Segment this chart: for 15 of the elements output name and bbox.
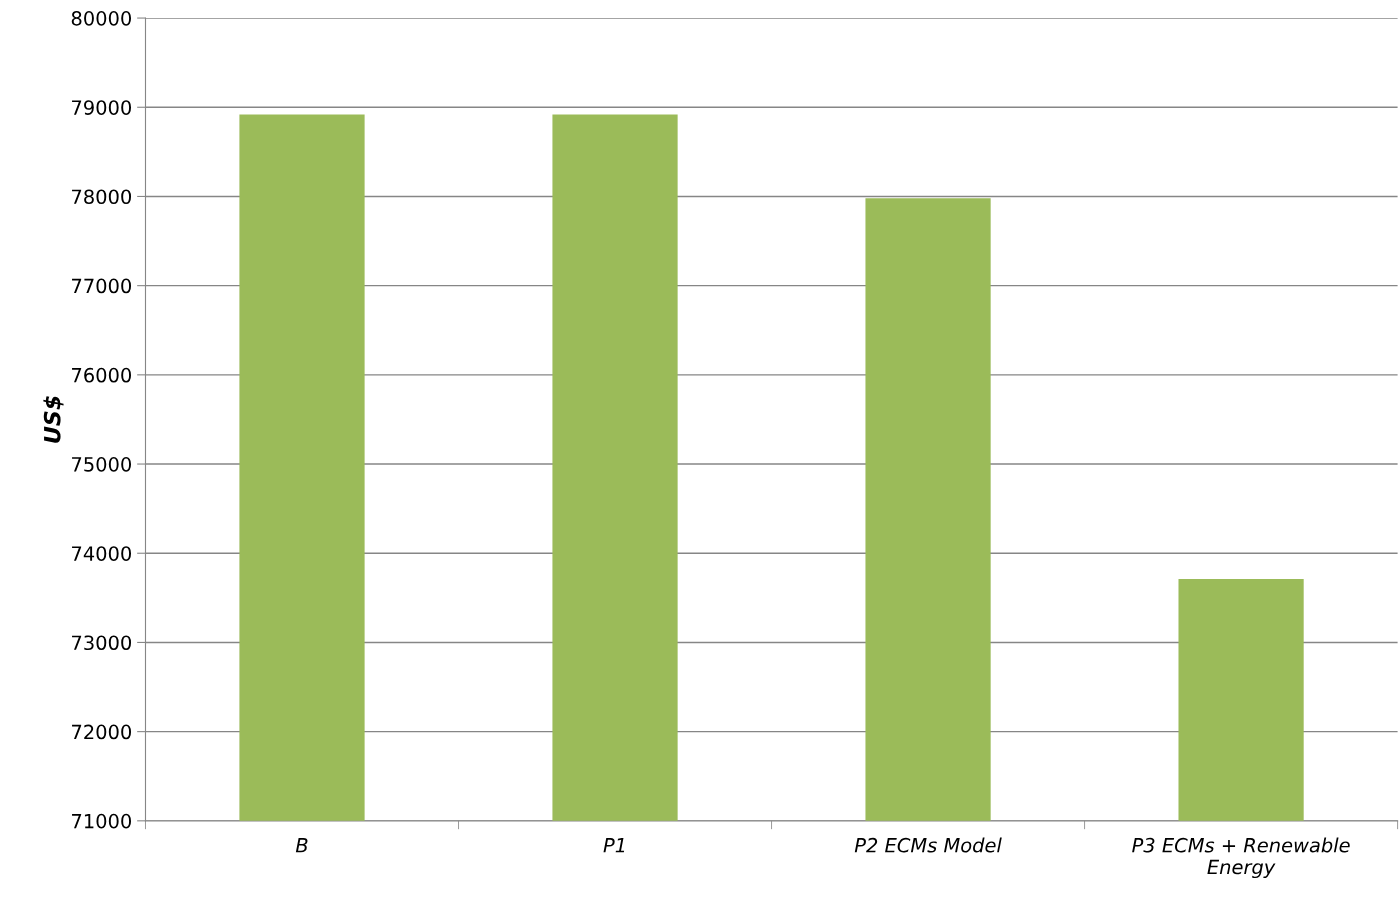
x-tick-label: P2 ECMs Model: [854, 837, 1002, 853]
y-tick-label: 80000: [71, 11, 132, 26]
y-tick-label: 74000: [72, 546, 132, 561]
y-tick-label: 77000: [72, 278, 132, 294]
x-tick-label: B: [295, 838, 308, 853]
x-tick-label: P3 ECMs + Renewable Energy: [1132, 837, 1350, 879]
y-tick-label: 73000: [72, 635, 132, 651]
y-tick-label: 72000: [72, 724, 132, 740]
y-tick-label: 78000: [72, 189, 132, 205]
y-axis-title: US$: [43, 396, 64, 443]
y-tick-label: 71000: [72, 813, 132, 829]
x-tick-label: P1: [603, 838, 625, 853]
y-tick-label: 79000: [72, 100, 132, 115]
y-tick-label: 76000: [72, 367, 132, 383]
y-tick-label: 75000: [72, 457, 132, 472]
